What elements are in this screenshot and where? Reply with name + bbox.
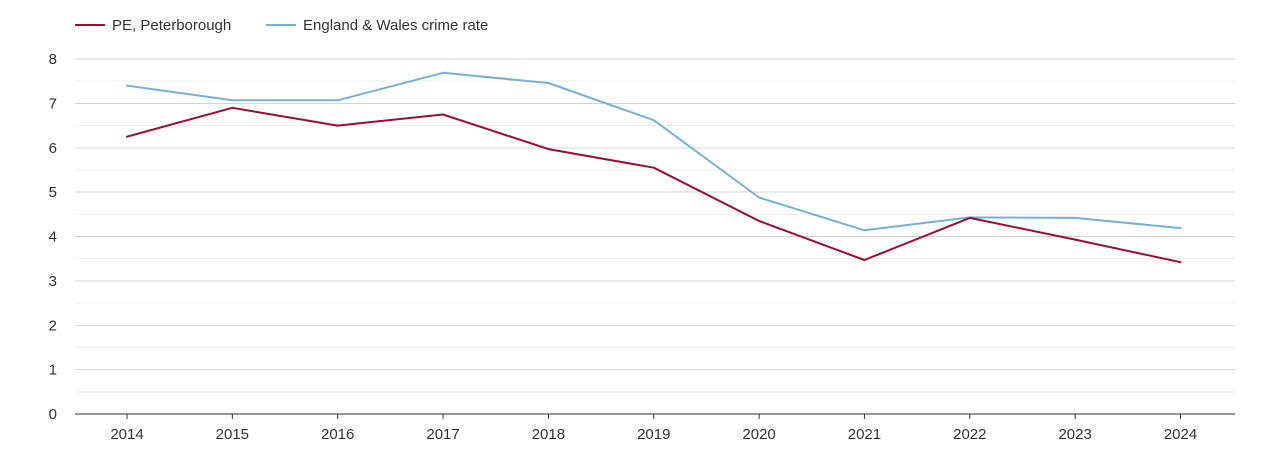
y-tick-label: 5: [49, 184, 57, 201]
x-tick-label: 2014: [110, 426, 143, 443]
series-layer: [125, 71, 1183, 264]
legend-item-england-wales[interactable]: England & Wales crime rate: [266, 17, 488, 34]
x-tick-label: 2024: [1164, 426, 1197, 443]
x-tick-label: 2021: [848, 426, 881, 443]
data-point[interactable]: [230, 106, 234, 110]
x-tick-label: 2018: [532, 426, 565, 443]
y-tick-label: 8: [49, 51, 57, 68]
data-point[interactable]: [441, 112, 445, 116]
y-tick-label: 3: [49, 273, 57, 290]
x-tick-label: 2020: [742, 426, 775, 443]
legend-item-peterborough[interactable]: PE, Peterborough: [75, 17, 231, 34]
data-point[interactable]: [125, 135, 129, 139]
y-tick-label: 1: [49, 362, 57, 379]
x-tick-label: 2019: [637, 426, 670, 443]
y-tick-label: 6: [49, 140, 57, 157]
data-point[interactable]: [336, 98, 340, 102]
y-tick-label: 2: [49, 317, 57, 334]
series-line-1[interactable]: [126, 71, 1182, 232]
data-point[interactable]: [1179, 260, 1183, 264]
data-point[interactable]: [336, 124, 340, 128]
y-tick-label: 7: [49, 95, 57, 112]
data-point[interactable]: [441, 71, 445, 75]
data-point[interactable]: [757, 195, 761, 199]
legend-label-england-wales: England & Wales crime rate: [303, 17, 488, 34]
legend-label-peterborough: PE, Peterborough: [112, 17, 231, 34]
data-point[interactable]: [652, 118, 656, 122]
data-point[interactable]: [1073, 238, 1077, 242]
x-tick-label: 2015: [216, 426, 249, 443]
data-point[interactable]: [862, 258, 866, 262]
series-line-0[interactable]: [126, 106, 1182, 264]
data-point[interactable]: [546, 81, 550, 85]
x-tick-label: 2023: [1058, 426, 1091, 443]
data-point[interactable]: [1179, 226, 1183, 230]
data-point[interactable]: [230, 98, 234, 102]
x-tick-label: 2022: [953, 426, 986, 443]
y-tick-label: 4: [49, 229, 57, 246]
grid: [75, 58, 1235, 415]
data-point[interactable]: [652, 166, 656, 170]
data-point[interactable]: [968, 216, 972, 220]
data-point[interactable]: [546, 147, 550, 151]
x-tick-label: 2017: [426, 426, 459, 443]
y-tick-label: 0: [49, 406, 57, 423]
data-point[interactable]: [125, 84, 129, 88]
x-tick-label: 2016: [321, 426, 354, 443]
legend: PE, Peterborough England & Wales crime r…: [75, 17, 488, 34]
data-point[interactable]: [862, 228, 866, 232]
data-point[interactable]: [757, 219, 761, 223]
data-point[interactable]: [1073, 216, 1077, 220]
x-axis: 2014 2015 2016 2017 2018 2019 2020 2021 2022 2023…: [75, 413, 1235, 443]
y-axis: 0 1 2 3 4 5 6 7 8: [49, 51, 57, 423]
